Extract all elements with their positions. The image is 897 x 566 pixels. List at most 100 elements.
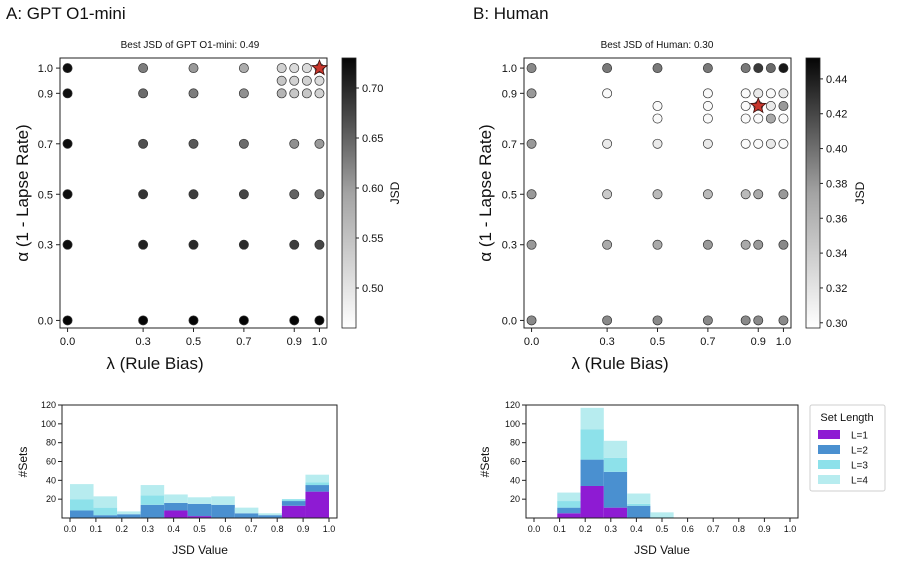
scatter-a-point [289,239,300,250]
scatter-a-point [62,189,73,200]
scatter-b-point [778,239,789,250]
scatter-b-ylabel: α (1 - Lapse Rate) [476,124,495,261]
hist-a-bar-l2 [164,502,188,511]
colorbar-a: 0.50 0.55 0.60 0.65 0.70 [341,57,383,329]
scatter-a-ytick-label: 0.3 [38,240,53,252]
hist-b-bar-l2 [557,507,581,514]
hist-b-bar-l4 [580,407,604,430]
hist-a-bar-l1 [281,505,306,518]
scatter-a-point [188,138,199,149]
hist-b-xtick-label: 0.4 [630,524,643,534]
hist-b-xtick-label: 0.8 [733,524,746,534]
scatter-b-point [702,239,713,250]
scatter-b-point [778,138,789,149]
scatter-a-point [62,138,73,149]
hist-b-xtick-label: 0.0 [528,524,541,534]
hist-b-xtick-label: 0.6 [681,524,694,534]
scatter-plot-a: 0.0 0.3 0.5 0.7 0.9 1.0 0.0 0.3 0.5 0.7 0.9 1.0 [38,57,329,348]
hist-b-ytick-label: 20 [510,494,520,504]
legend-label: L=3 [851,461,868,472]
hist-a-bar-l2 [258,515,282,518]
scatter-a-point [62,239,73,250]
legend-box [809,404,886,492]
hist-a-bar-l2 [187,503,212,517]
scatter-a-point [314,75,325,86]
hist-a-bar-l4 [164,494,188,503]
hist-b-xtick-label: 1.0 [784,524,797,534]
histogram-a: 0.0 0.1 0.2 0.3 0.4 0.5 0.6 0.7 0.8 0.9 1.0 20 40 60 8… [41,400,338,534]
scatter-b-point [526,189,537,200]
scatter-b-point [526,315,537,326]
hist-b-bar-l3 [603,457,628,472]
scatter-b-point [702,315,713,326]
scatter-b-point [753,315,764,326]
scatter-b-point [702,63,713,74]
scatter-b-point [740,63,751,74]
scatter-b-cbar-tick-label: 0.30 [826,318,847,330]
hist-b-xtick-label: 0.5 [656,524,669,534]
scatter-a-xtick-label: 1.0 [312,336,327,348]
hist-b-xtick-label: 0.1 [553,524,566,534]
hist-a-bar-l2 [234,513,259,518]
scatter-b-point [602,239,613,250]
scatter-b-cbar-tick-label: 0.34 [826,248,847,260]
scatter-b-xtick-label: 0.9 [751,336,766,348]
scatter-a-point [301,88,312,99]
scatter-b-point [753,138,764,149]
scatter-b-point [740,100,751,111]
scatter-b-point [652,239,663,250]
scatter-a-cbar-tick-label: 0.70 [362,83,383,95]
scatter-a-point [238,315,249,326]
scatter-a-point [188,189,199,200]
scatter-b-cbar-tick-label: 0.42 [826,109,847,121]
hist-b-xtick-label: 0.3 [605,524,618,534]
hist-a-bar-l3 [281,499,306,502]
scatter-b-point [778,113,789,124]
legend-label: L=2 [851,446,868,457]
hist-b-frame-top [525,404,799,519]
hist-a-bar-l4 [234,507,259,514]
hist-a-bar-l4 [305,474,329,483]
scatter-b-point [765,63,776,74]
hist-b-bar-l4 [603,440,628,458]
scatter-a-point [238,138,249,149]
scatter-a-cbar-tick-label: 0.50 [362,283,383,295]
scatter-b-point [602,88,613,99]
hist-a-frame-top [61,404,338,519]
scatter-b-point [702,138,713,149]
scatter-a-ylabel: α (1 - Lapse Rate) [13,124,32,261]
scatter-b-point [753,239,764,250]
scatter-a-xtick-label: 0.9 [287,336,302,348]
scatter-b-xtick-label: 0.3 [599,336,614,348]
scatter-a-cbar-tick-label: 0.65 [362,133,383,145]
hist-a-bar-l4 [211,496,235,505]
hist-b-ytick-label: 80 [510,438,520,448]
scatter-a-ytick-label: 0.7 [38,139,53,151]
scatter-a-point [314,189,325,200]
scatter-b-point [753,63,764,74]
scatter-b-cbar-tick-label: 0.38 [826,178,847,190]
scatter-a-point [62,88,73,99]
hist-a-bar-l2 [305,485,329,492]
histogram-b: 0.0 0.1 0.2 0.3 0.4 0.5 0.6 0.7 0.8 0.9 1.0 20 40 60 8… [505,400,799,534]
hist-a-bar-l4 [93,496,118,508]
scatter-a-point [314,138,325,149]
scatter-a-point [138,88,149,99]
hist-a-bar-l3 [305,482,329,486]
hist-a-ytick-label: 100 [41,419,56,429]
scatter-a-point [188,315,199,326]
scatter-a-point [188,88,199,99]
scatter-a-point [301,63,312,74]
scatter-b-point [652,315,663,326]
scatter-a-point [289,189,300,200]
hist-a-xtick-label: 0.2 [116,524,129,534]
scatter-a-xlabel: λ (Rule Bias) [106,354,203,373]
colorbar-a-label: JSD [388,181,402,204]
scatter-b-cbar-tick-label: 0.40 [826,144,847,156]
scatter-a-point [62,315,73,326]
scatter-b-point [753,189,764,200]
hist-a-bar-l3 [93,507,118,516]
scatter-a-ytick-label: 0.9 [38,88,53,100]
scatter-a-point [301,75,312,86]
